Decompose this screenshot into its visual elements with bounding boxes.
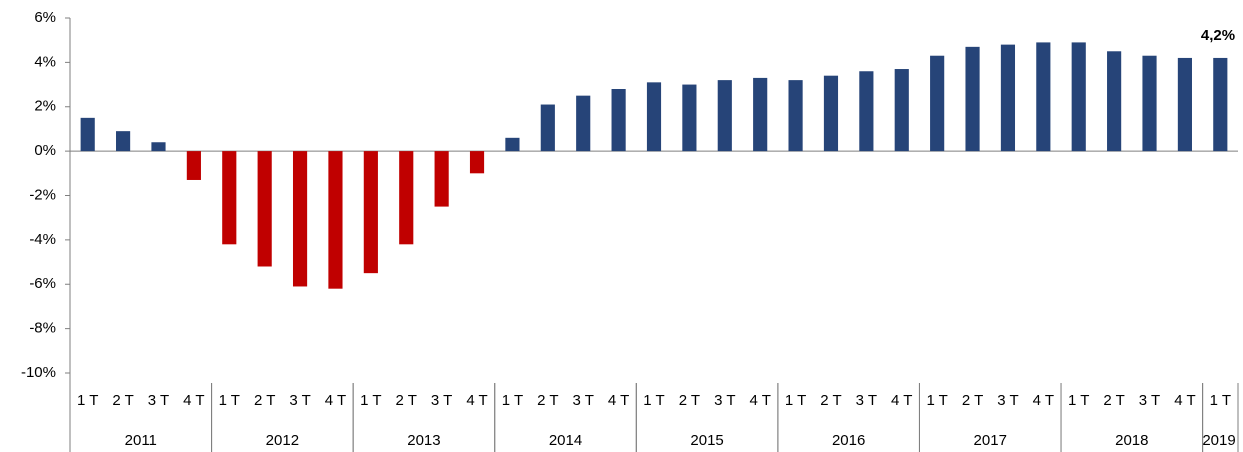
bar [151,142,166,152]
x-tick-label: 4 T [183,392,204,409]
x-tick-label: 4 T [608,392,629,409]
bar [1036,42,1051,152]
group-label: 2011 [125,432,157,449]
bar [434,151,449,207]
x-tick-label: 1 T [360,392,381,409]
bar [859,71,874,152]
y-tick-label: 6% [34,9,56,26]
x-tick-label: 2 T [396,392,417,409]
bar [717,80,732,152]
bar [682,84,697,152]
group-label: 2014 [549,432,582,449]
x-tick-label: 2 T [962,392,983,409]
x-tick-label: 2 T [254,392,275,409]
bar [399,151,414,245]
x-tick-label: 3 T [856,392,877,409]
bar [1107,51,1122,152]
bar [823,75,839,152]
bar [611,89,626,152]
bar [116,131,131,152]
bar [257,151,272,267]
y-tick-label: -2% [29,186,56,203]
bar [328,151,343,289]
x-tick-label: 3 T [148,392,169,409]
y-tick-label: -4% [29,231,56,248]
bar [222,151,237,245]
x-tick-label: 4 T [891,392,912,409]
x-tick-label: 2 T [112,392,133,409]
group-label: 2015 [690,432,723,449]
x-tick-label: 1 T [1210,392,1231,409]
x-tick-label: 3 T [714,392,735,409]
x-tick-label: 4 T [466,392,487,409]
y-tick-label: 4% [34,53,56,70]
x-tick-label: 3 T [289,392,310,409]
x-tick-label: 4 T [1174,392,1195,409]
y-tick-label: -10% [21,364,56,381]
bar [1071,42,1086,152]
bar [1213,57,1228,152]
bar [1000,44,1016,152]
bar [1142,55,1157,152]
group-label: 2016 [832,432,865,449]
x-tick-label: 2 T [537,392,558,409]
x-tick-label: 1 T [77,392,98,409]
x-tick-label: 3 T [997,392,1018,409]
bar [894,69,909,152]
y-tick-label: 2% [34,98,56,115]
bar [363,151,378,274]
bar [965,46,980,152]
bar [80,117,95,152]
x-tick-label: 2 T [679,392,700,409]
bar [753,77,768,152]
x-tick-label: 3 T [431,392,452,409]
x-tick-label: 4 T [1033,392,1054,409]
bar [788,80,803,152]
x-tick-label: 1 T [926,392,947,409]
y-tick-label: 0% [34,142,56,159]
bar [930,55,945,152]
x-tick-label: 1 T [502,392,523,409]
x-tick-label: 4 T [325,392,346,409]
x-tick-label: 3 T [573,392,594,409]
bar [186,151,201,180]
group-label: 2018 [1115,432,1148,449]
x-tick-label: 1 T [643,392,664,409]
bar [646,82,662,152]
y-tick-label: -6% [29,275,56,292]
bar [1177,57,1192,152]
x-tick-label: 1 T [1068,392,1089,409]
x-tick-label: 3 T [1139,392,1160,409]
bar [469,151,485,174]
bar [292,151,308,287]
group-label: 2017 [974,432,1007,449]
group-label: 2012 [266,432,299,449]
bar [540,104,555,152]
x-tick-label: 1 T [785,392,806,409]
value-label: 4,2% [1201,27,1235,44]
x-tick-label: 1 T [219,392,240,409]
x-tick-label: 4 T [749,392,770,409]
group-label: 2019 [1202,432,1235,449]
bar [505,137,520,152]
x-tick-label: 2 T [820,392,841,409]
group-label: 2013 [407,432,440,449]
y-tick-label: -8% [29,320,56,337]
bar [576,95,591,152]
x-tick-label: 2 T [1103,392,1124,409]
